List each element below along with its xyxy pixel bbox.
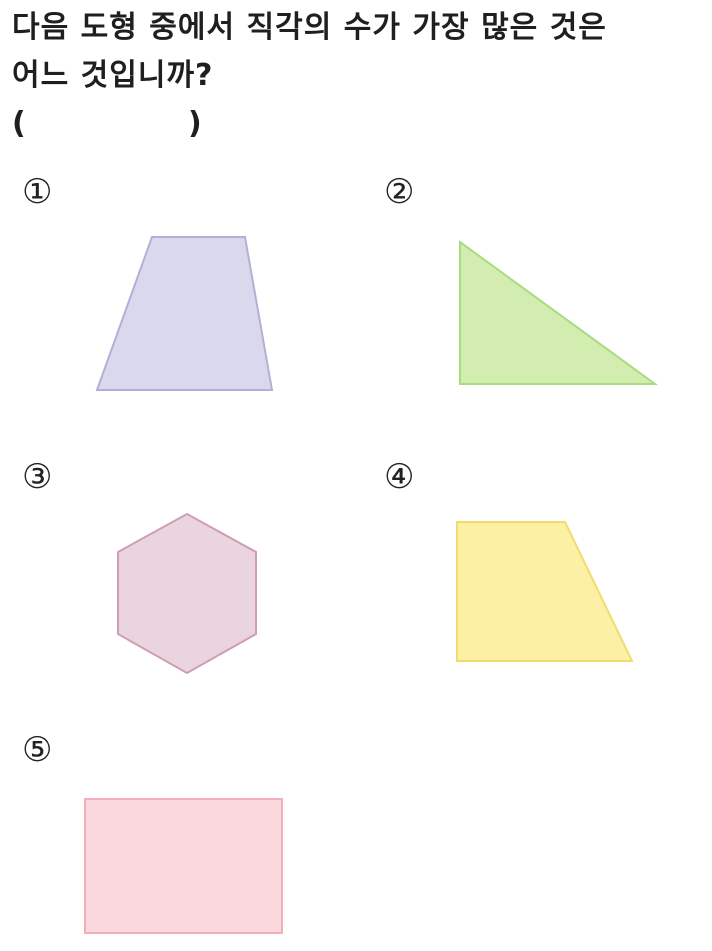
answer-paren-open: ( (12, 106, 26, 141)
question-text: 다음 도형 중에서 직각의 수가 가장 많은 것은 어느 것입니까? (12, 4, 702, 100)
choice-1-number[interactable]: ① (22, 172, 53, 212)
question-line-2: 어느 것입니까? (12, 58, 214, 93)
choice-2-number[interactable]: ② (384, 172, 415, 212)
trapezoid-shape (95, 236, 274, 391)
choice-5-number[interactable]: ⑤ (22, 730, 53, 770)
right-trapezoid-shape (456, 521, 634, 662)
right-triangle-shape (459, 240, 659, 385)
choice-4-number[interactable]: ④ (384, 457, 415, 497)
answer-paren-close: ) (188, 106, 202, 141)
hexagon-shape (117, 512, 257, 675)
choice-3-number[interactable]: ③ (22, 457, 53, 497)
rectangle-shape (84, 798, 283, 934)
answer-blank[interactable]: ( ) (12, 100, 212, 148)
question-line-1: 다음 도형 중에서 직각의 수가 가장 많은 것은 (12, 10, 607, 45)
